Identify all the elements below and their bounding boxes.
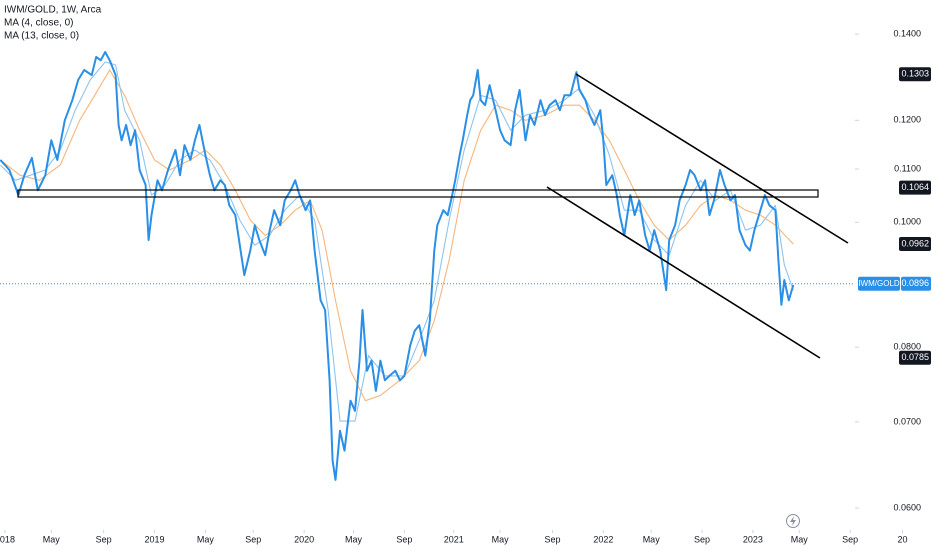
- chart-title: IWM/GOLD, 1W, Arca: [4, 5, 102, 16]
- x-tick-label: May: [643, 534, 661, 544]
- drawings: [17, 73, 849, 359]
- price-label: 0.0785: [901, 352, 929, 362]
- series-tag-label: IWM/GOLD: [858, 279, 900, 288]
- x-tick-label: Sep: [544, 534, 560, 544]
- flash-icon[interactable]: [786, 514, 800, 528]
- x-tick-label: 2021: [444, 534, 464, 544]
- y-tick-label: 0.0600: [893, 503, 921, 513]
- price-line: [0, 51, 795, 481]
- trend-line: [546, 186, 821, 359]
- price-label-box: [899, 237, 931, 252]
- x-tick-label: May: [345, 534, 363, 544]
- range-rectangle: [17, 189, 819, 198]
- x-tick-label: May: [791, 534, 809, 544]
- x-tick-label: May: [197, 534, 215, 544]
- legend-entry: MA (13, close, 0): [4, 31, 79, 42]
- y-tick-label: 0.1000: [893, 217, 921, 227]
- last-value-tag: [901, 276, 931, 291]
- price-label: 0.1303: [901, 69, 929, 79]
- price-label-box: [899, 67, 931, 82]
- y-tick-label: 0.1400: [893, 28, 921, 38]
- y-tick-label: 0.0700: [893, 416, 921, 426]
- trend-line: [575, 73, 849, 244]
- price-label-box: [899, 180, 931, 195]
- y-tick-label: 0.0800: [893, 342, 921, 352]
- price-label-box: [899, 350, 931, 365]
- x-tick-label: Sep: [396, 534, 412, 544]
- x-tick-label: 2019: [145, 534, 165, 544]
- y-tick-label: 0.1100: [894, 163, 921, 173]
- legend-entry: MA (4, close, 0): [4, 18, 73, 29]
- x-tick-label: Sep: [96, 534, 112, 544]
- y-tick-label: 0.1200: [893, 115, 921, 125]
- price-label: 0.0962: [901, 238, 929, 248]
- plot-area: [0, 51, 855, 481]
- x-tick-label: 2018: [0, 534, 15, 544]
- x-tick-label: 2023: [743, 534, 763, 544]
- x-tick-label: Sep: [842, 534, 858, 544]
- x-tick-label: 2022: [593, 534, 613, 544]
- x-tick-label: 2020: [294, 534, 314, 544]
- x-tick-label: Sep: [245, 534, 261, 544]
- x-tick-label: May: [492, 534, 510, 544]
- price-label: 0.1064: [901, 182, 929, 192]
- x-tick-label: May: [43, 534, 61, 544]
- series-tag: [858, 276, 900, 291]
- x-tick-label: 20: [898, 534, 908, 544]
- x-tick-label: Sep: [694, 534, 710, 544]
- last-value-label: 0.0896: [901, 278, 929, 288]
